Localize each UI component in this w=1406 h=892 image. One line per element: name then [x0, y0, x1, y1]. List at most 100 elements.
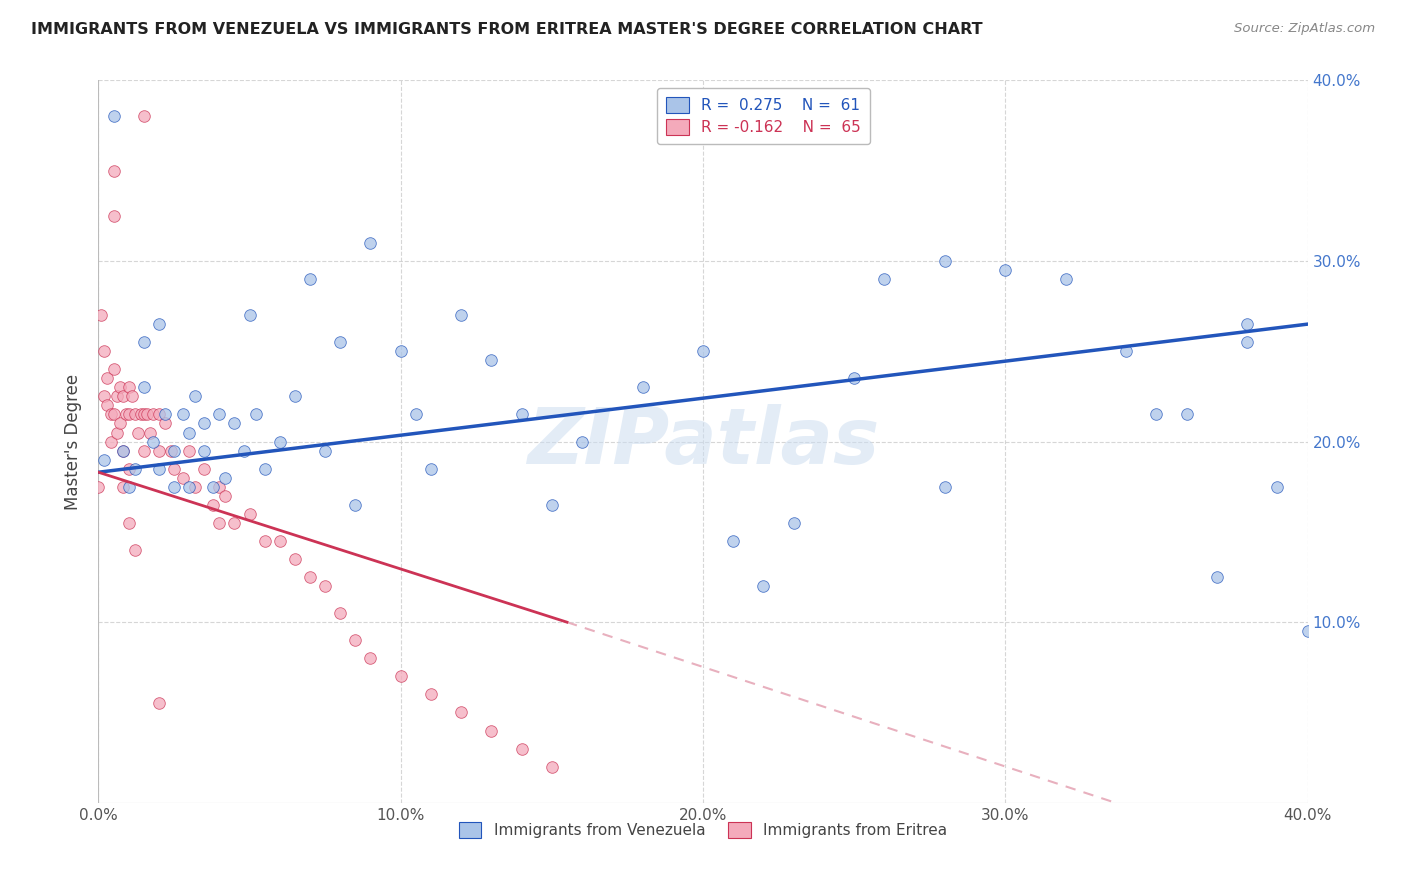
Point	[1054, 272, 1077, 286]
Point	[193, 417, 215, 431]
Point	[571, 434, 593, 449]
Point	[148, 408, 170, 422]
Point	[129, 408, 152, 422]
Point	[540, 498, 562, 512]
Point	[1115, 344, 1137, 359]
Point	[344, 633, 367, 648]
Point	[108, 417, 131, 431]
Point	[481, 353, 503, 368]
Point	[299, 272, 322, 286]
Point	[127, 425, 149, 440]
Point	[314, 579, 336, 593]
Point	[111, 480, 134, 494]
Point	[405, 408, 427, 422]
Point	[179, 480, 201, 494]
Point	[269, 533, 291, 548]
Point	[208, 516, 231, 530]
Point	[994, 263, 1017, 277]
Point	[934, 254, 956, 268]
Point	[1267, 480, 1289, 494]
Point	[148, 317, 170, 331]
Point	[179, 443, 201, 458]
Point	[193, 461, 215, 475]
Point	[314, 443, 336, 458]
Point	[142, 434, 165, 449]
Point	[1296, 624, 1319, 639]
Point	[193, 443, 215, 458]
Point	[631, 380, 654, 394]
Y-axis label: Master's Degree: Master's Degree	[65, 374, 83, 509]
Point	[111, 443, 134, 458]
Point	[163, 443, 186, 458]
Point	[96, 398, 118, 412]
Point	[360, 235, 382, 250]
Point	[103, 209, 125, 223]
Point	[118, 461, 141, 475]
Point	[121, 389, 143, 403]
Text: IMMIGRANTS FROM VENEZUELA VS IMMIGRANTS FROM ERITREA MASTER'S DEGREE CORRELATION: IMMIGRANTS FROM VENEZUELA VS IMMIGRANTS …	[31, 22, 983, 37]
Point	[135, 408, 157, 422]
Point	[184, 389, 207, 403]
Point	[450, 706, 472, 720]
Point	[148, 697, 170, 711]
Point	[103, 109, 125, 123]
Point	[692, 344, 714, 359]
Point	[105, 425, 128, 440]
Point	[118, 408, 141, 422]
Point	[783, 516, 806, 530]
Point	[118, 516, 141, 530]
Point	[103, 408, 125, 422]
Point	[118, 380, 141, 394]
Point	[389, 344, 412, 359]
Point	[510, 408, 533, 422]
Point	[114, 408, 136, 422]
Text: ZIPatlas: ZIPatlas	[527, 403, 879, 480]
Point	[253, 461, 276, 475]
Point	[163, 461, 186, 475]
Point	[103, 163, 125, 178]
Point	[344, 498, 367, 512]
Point	[284, 552, 307, 566]
Point	[87, 480, 110, 494]
Point	[132, 408, 155, 422]
Point	[163, 480, 186, 494]
Legend: Immigrants from Venezuela, Immigrants from Eritrea: Immigrants from Venezuela, Immigrants fr…	[451, 814, 955, 846]
Point	[360, 651, 382, 665]
Point	[329, 335, 352, 350]
Point	[124, 408, 146, 422]
Point	[153, 417, 176, 431]
Point	[420, 687, 443, 701]
Point	[245, 408, 267, 422]
Point	[844, 371, 866, 385]
Point	[118, 480, 141, 494]
Point	[148, 461, 170, 475]
Point	[179, 425, 201, 440]
Point	[153, 408, 176, 422]
Point	[934, 480, 956, 494]
Point	[873, 272, 896, 286]
Point	[124, 542, 146, 557]
Point	[111, 443, 134, 458]
Point	[510, 741, 533, 756]
Point	[1236, 317, 1258, 331]
Point	[148, 443, 170, 458]
Point	[420, 461, 443, 475]
Point	[160, 443, 183, 458]
Point	[100, 434, 122, 449]
Text: Source: ZipAtlas.com: Source: ZipAtlas.com	[1234, 22, 1375, 36]
Point	[214, 471, 236, 485]
Point	[253, 533, 276, 548]
Point	[111, 389, 134, 403]
Point	[132, 443, 155, 458]
Point	[132, 335, 155, 350]
Point	[184, 480, 207, 494]
Point	[132, 109, 155, 123]
Point	[96, 371, 118, 385]
Point	[1236, 335, 1258, 350]
Point	[269, 434, 291, 449]
Point	[752, 579, 775, 593]
Point	[124, 461, 146, 475]
Point	[108, 380, 131, 394]
Point	[239, 308, 262, 322]
Point	[172, 408, 194, 422]
